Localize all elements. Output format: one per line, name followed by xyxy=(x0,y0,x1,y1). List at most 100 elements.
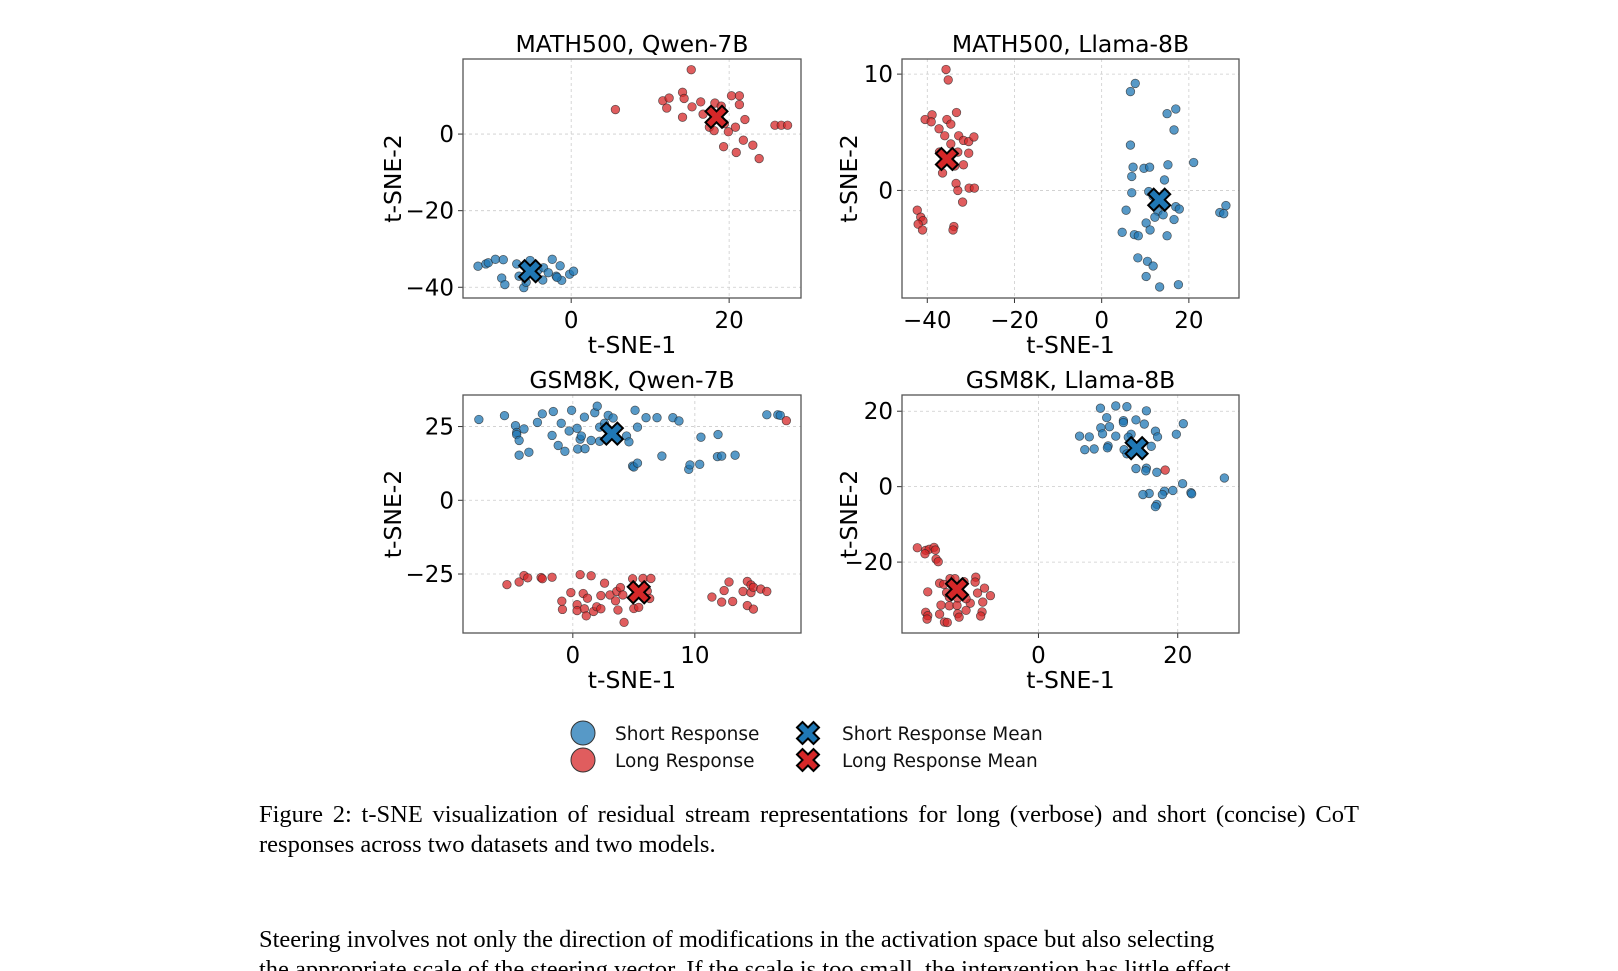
long-response-point xyxy=(618,590,628,600)
short-response-point xyxy=(713,429,723,440)
x-axis-label: t-SNE-1 xyxy=(1026,666,1114,694)
short-response-point xyxy=(537,409,547,419)
y-tick-label: −20 xyxy=(844,550,893,576)
short-response-point xyxy=(1177,478,1188,489)
long-response-point xyxy=(940,131,950,141)
short-response-point xyxy=(1138,489,1148,500)
short-response-point xyxy=(592,401,602,411)
long-response-point xyxy=(679,93,689,104)
short-response-point xyxy=(1144,162,1155,172)
short-response-point xyxy=(586,435,596,446)
short-response-mean-marker xyxy=(517,258,543,284)
short-response-point xyxy=(519,424,529,434)
body-line-2: the appropriate scale of the steering ve… xyxy=(259,956,1231,971)
y-tick-label: −25 xyxy=(405,562,454,588)
long-response-point xyxy=(926,117,936,127)
long-response-point xyxy=(985,591,996,601)
x-tick-label: −20 xyxy=(990,308,1039,334)
short-response-point xyxy=(1139,419,1149,429)
legend: Short Response Long Response Short Respo… xyxy=(570,720,1043,773)
long-response-point xyxy=(726,91,737,101)
short-response-point xyxy=(1178,419,1188,429)
short-response-point xyxy=(1104,422,1115,432)
long-response-point xyxy=(958,160,969,170)
short-response-point xyxy=(1157,489,1168,500)
short-response-point xyxy=(580,444,590,454)
data-points xyxy=(473,65,793,293)
long-response-point xyxy=(566,587,576,598)
short-response-point xyxy=(1102,412,1112,423)
subplot-title: GSM8K, Llama-8B xyxy=(966,366,1176,394)
long-response-point xyxy=(582,593,593,603)
short-response-point xyxy=(1174,204,1184,214)
subplot-gsm8k-llama-8b: 0 20 20 0 −20 GSM8K, Llama-8B t-SNE-1 t-SNE-2 xyxy=(835,366,1240,694)
legend-short-mean-label: Short Response Mean xyxy=(842,724,1043,745)
y-tick-label: 20 xyxy=(864,399,893,425)
long-response-point xyxy=(748,604,759,614)
long-response-point xyxy=(537,574,547,584)
short-response-point xyxy=(498,255,508,265)
x-axis-label: t-SNE-1 xyxy=(588,331,676,359)
short-response-point xyxy=(695,459,705,469)
legend-long-mean-label: Long Response Mean xyxy=(842,751,1038,772)
y-axis-label: t-SNE-2 xyxy=(379,134,407,222)
body-line-1: Steering involves not only the direction… xyxy=(259,926,1215,953)
short-response-point xyxy=(1128,162,1138,172)
short-response-point xyxy=(1121,205,1131,215)
legend-short-label: Short Response xyxy=(615,724,759,745)
legend-long-mean-icon xyxy=(795,747,821,773)
long-response-point xyxy=(740,114,750,125)
short-response-point xyxy=(1187,489,1197,499)
short-response-point xyxy=(514,435,524,446)
short-response-point xyxy=(566,405,577,415)
axes-frame xyxy=(462,394,802,634)
short-response-point xyxy=(775,410,785,420)
long-response-point xyxy=(686,65,696,75)
long-response-point xyxy=(557,604,568,615)
long-response-point xyxy=(979,583,990,593)
y-axis-label: t-SNE-2 xyxy=(835,470,863,558)
data-points xyxy=(912,401,1230,628)
long-response-point xyxy=(610,596,621,606)
x-tick-label: 20 xyxy=(1163,643,1192,669)
short-response-point xyxy=(630,405,640,415)
short-response-point xyxy=(1152,467,1162,477)
long-response-point xyxy=(619,617,629,628)
short-response-point xyxy=(1111,401,1121,411)
short-response-point xyxy=(1095,403,1106,413)
long-response-point xyxy=(586,571,596,581)
short-response-point xyxy=(1141,271,1151,282)
short-response-point xyxy=(532,417,543,428)
long-response-point xyxy=(717,597,727,607)
short-response-point xyxy=(1097,429,1108,439)
short-response-point xyxy=(1189,157,1199,168)
short-response-point xyxy=(500,279,510,290)
long-response-point xyxy=(581,611,591,621)
long-response-point xyxy=(514,577,524,587)
long-response-point xyxy=(687,102,697,112)
x-tick-label: −40 xyxy=(903,308,952,334)
x-tick-label: 0 xyxy=(565,643,580,669)
short-response-point xyxy=(1145,225,1155,235)
long-response-point xyxy=(724,577,734,587)
short-response-point xyxy=(1171,104,1181,114)
short-response-point xyxy=(1162,231,1172,241)
long-response-point xyxy=(953,185,963,196)
short-response-point xyxy=(1219,473,1230,483)
x-tick-label: 0 xyxy=(1094,308,1109,334)
long-response-point xyxy=(718,142,729,152)
short-response-point xyxy=(1141,218,1151,228)
long-response-point xyxy=(948,225,958,235)
long-response-point xyxy=(917,225,928,235)
long-response-point xyxy=(934,609,945,619)
short-response-point xyxy=(1117,227,1127,237)
short-response-point xyxy=(555,261,565,271)
short-response-point xyxy=(685,460,695,470)
long-response-point xyxy=(664,93,674,103)
long-response-point xyxy=(696,97,706,107)
x-axis-label: t-SNE-1 xyxy=(1026,331,1114,359)
long-response-point xyxy=(944,601,954,611)
x-tick-label: 20 xyxy=(1174,308,1203,334)
x-tick-label: 20 xyxy=(714,308,743,334)
short-response-mean-marker xyxy=(1146,187,1172,213)
